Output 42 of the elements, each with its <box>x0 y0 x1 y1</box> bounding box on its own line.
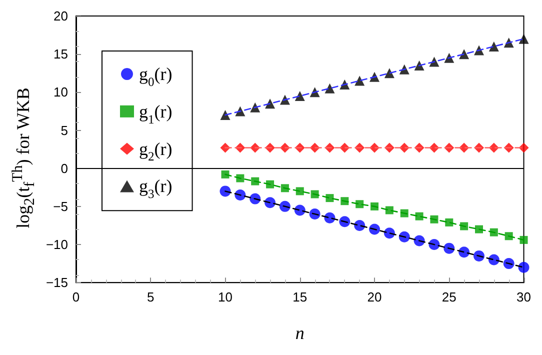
point <box>250 102 260 112</box>
point <box>354 76 365 86</box>
point <box>518 142 529 153</box>
point <box>220 110 230 120</box>
x-tick-label: 10 <box>218 290 232 305</box>
x-tick-label: 0 <box>72 290 80 305</box>
point <box>265 98 276 109</box>
point <box>294 90 305 101</box>
point <box>356 200 364 208</box>
y-tick-label: −10 <box>46 237 68 252</box>
point <box>444 52 454 63</box>
point <box>518 34 529 44</box>
x-tick-label: 25 <box>442 290 456 305</box>
point <box>520 236 528 244</box>
x-tick-label: 15 <box>292 290 308 305</box>
y-tick-label: −15 <box>46 275 68 290</box>
point <box>296 187 304 196</box>
point <box>309 208 320 220</box>
y-tick-label: −5 <box>53 198 68 214</box>
point <box>518 262 530 273</box>
point <box>488 41 499 52</box>
x-tick-label: 20 <box>367 290 382 305</box>
point <box>503 258 514 270</box>
x-axis-title: n <box>295 323 304 343</box>
y-tick-label: 15 <box>54 46 68 62</box>
x-tick-label: 30 <box>516 290 532 305</box>
x-tick-label: 5 <box>147 290 154 305</box>
point <box>474 250 484 262</box>
point <box>221 170 230 178</box>
point <box>251 177 260 186</box>
point <box>414 60 424 71</box>
point <box>459 49 470 60</box>
point <box>220 186 231 197</box>
y-tick-label: 10 <box>54 84 68 100</box>
point <box>384 68 394 78</box>
point <box>279 200 290 212</box>
y-tick-label: 20 <box>54 8 68 24</box>
y-tick-label: 0 <box>60 160 68 176</box>
point <box>339 216 350 228</box>
point <box>324 83 335 94</box>
point <box>474 225 483 234</box>
y-tick-label: 5 <box>60 122 68 138</box>
